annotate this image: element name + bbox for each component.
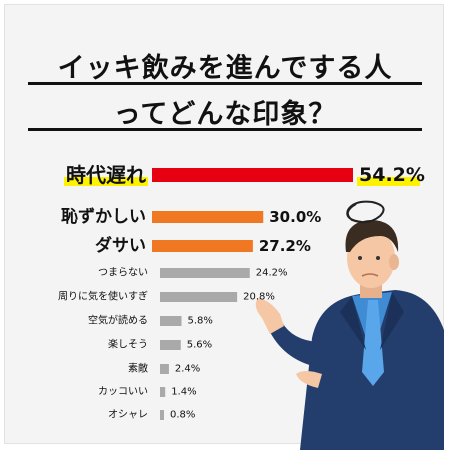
bar — [160, 292, 238, 302]
category-label: 空気が読める — [88, 314, 148, 327]
value-label: 5.8% — [188, 316, 213, 327]
bar — [160, 268, 250, 278]
value-label: 2.4% — [175, 364, 200, 375]
head — [347, 228, 395, 288]
bar — [160, 387, 166, 397]
hair — [345, 220, 399, 252]
category-labels-group: 時代遅れ恥ずかしいダサいつまらない周りに気を使いすぎ空気が読める楽しそう素敵カッ… — [58, 163, 148, 421]
category-label: 楽しそう — [108, 338, 148, 351]
bar — [160, 364, 169, 374]
category-label: 素敵 — [128, 362, 148, 375]
value-label: 1.4% — [171, 387, 196, 398]
value-label: 27.2% — [259, 237, 311, 255]
bar — [160, 316, 182, 326]
category-highlight — [64, 177, 148, 186]
category-label: 周りに気を使いすぎ — [58, 290, 148, 303]
right-lapel — [380, 292, 404, 350]
ear — [389, 254, 399, 270]
confusion-swirl-icon — [346, 200, 385, 224]
bars-group — [152, 168, 353, 420]
title-underline-1 — [28, 82, 422, 85]
value-label: 30.0% — [269, 208, 321, 226]
bar — [152, 168, 353, 182]
businessman-illustration — [255, 200, 444, 450]
mouth — [361, 273, 379, 277]
raised-arm — [270, 322, 322, 368]
category-label: オシャレ — [108, 409, 148, 421]
bar — [160, 340, 181, 350]
left-eye — [358, 256, 362, 260]
title-line-2: ってどんな印象？ — [113, 99, 337, 130]
right-eye — [376, 256, 380, 260]
title-underline-2 — [28, 128, 422, 131]
category-label: カッコいい — [98, 386, 148, 398]
value-highlight — [357, 177, 420, 186]
value-label: 5.6% — [187, 340, 212, 351]
value-label: 24.2% — [256, 268, 288, 279]
category-label: つまらない — [98, 267, 148, 279]
raised-hand — [255, 298, 284, 334]
value-label: 54.2% — [359, 164, 425, 186]
title-line-1: イッキ飲みを進んでする人 — [57, 53, 393, 84]
necktie — [362, 300, 384, 386]
value-label: 0.8% — [170, 410, 195, 421]
lower-hand — [296, 371, 322, 388]
left-lapel — [340, 296, 366, 350]
category-label: ダサい — [95, 235, 146, 256]
bar — [152, 240, 253, 252]
bar — [160, 410, 164, 420]
category-label: 時代遅れ — [66, 163, 146, 187]
category-label: 恥ずかしい — [61, 207, 146, 227]
bar — [152, 211, 264, 223]
value-label: 20.8% — [243, 292, 275, 303]
value-labels-group: 54.2% 30.0% 27.2% 24.2% 20.8% 5.8% 5.6% 2.4% 1.4… — [170, 164, 425, 421]
